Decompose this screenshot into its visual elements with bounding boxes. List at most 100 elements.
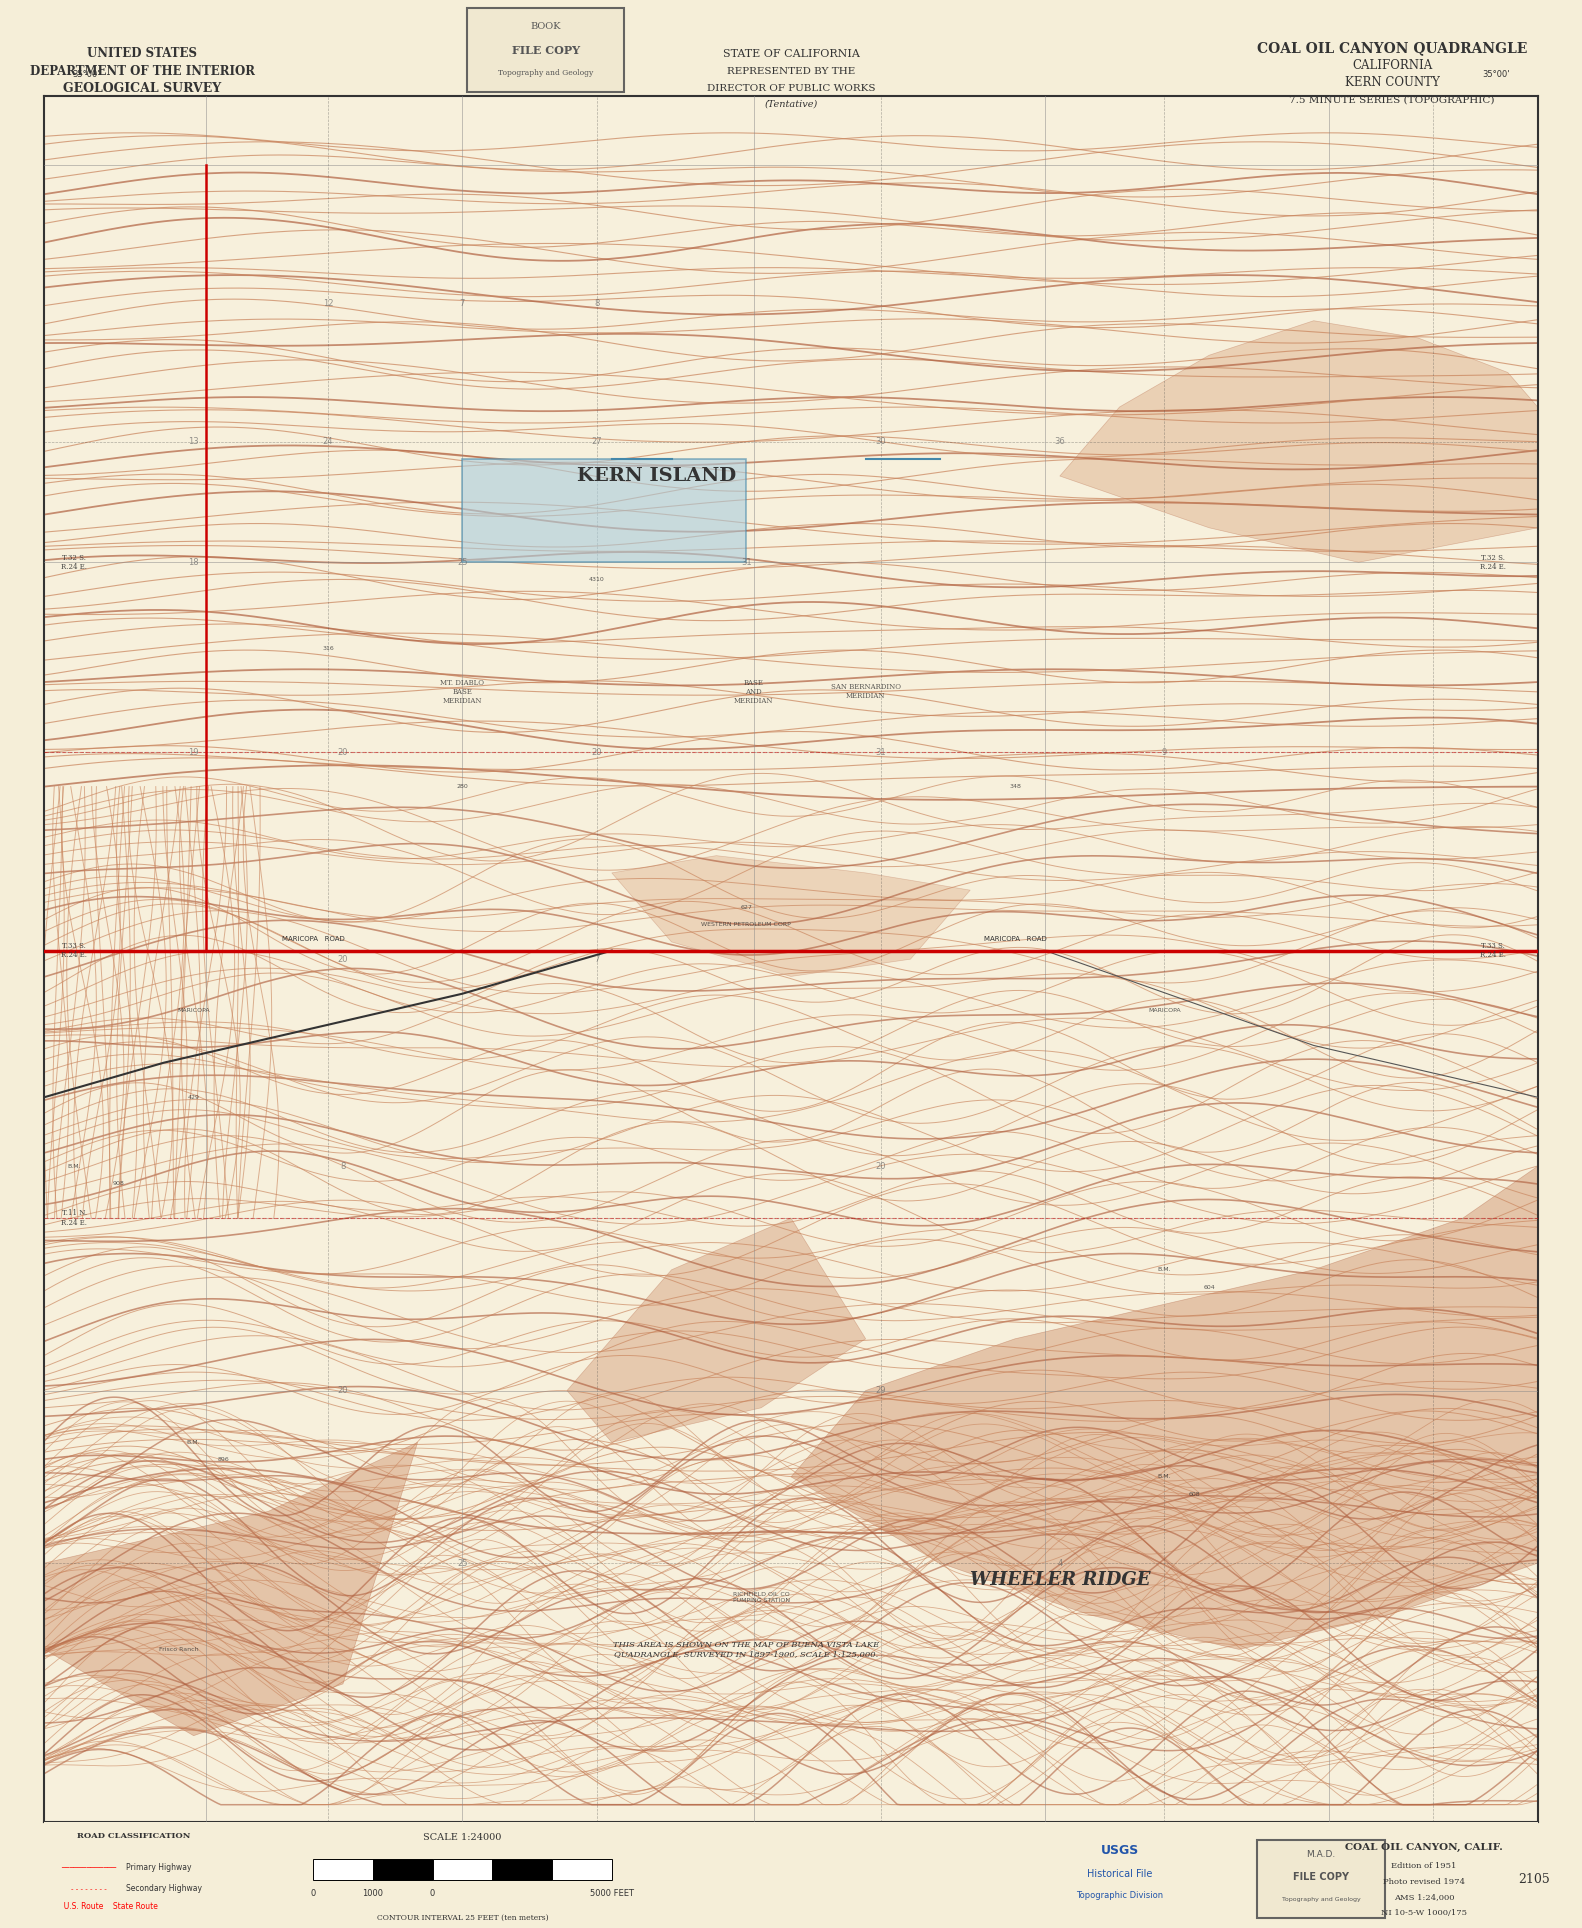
Polygon shape — [791, 1166, 1538, 1648]
Text: UNITED STATES: UNITED STATES — [87, 48, 198, 60]
Text: 8: 8 — [595, 299, 600, 308]
Text: 4: 4 — [1057, 1558, 1063, 1567]
Text: 0: 0 — [310, 1889, 316, 1899]
Text: Secondary Highway: Secondary Highway — [127, 1884, 202, 1893]
Text: 20: 20 — [592, 748, 603, 756]
Text: ROAD CLASSIFICATION: ROAD CLASSIFICATION — [78, 1832, 190, 1839]
Text: 25: 25 — [457, 557, 468, 567]
Text: REPRESENTED BY THE: REPRESENTED BY THE — [726, 67, 856, 75]
Text: T.11 N.
R.24 E.: T.11 N. R.24 E. — [62, 1209, 87, 1226]
Text: 20: 20 — [337, 748, 348, 756]
Text: CALIFORNIA: CALIFORNIA — [1353, 60, 1432, 71]
Text: 20: 20 — [337, 1386, 348, 1396]
Text: CONTOUR INTERVAL 25 FEET (ten meters): CONTOUR INTERVAL 25 FEET (ten meters) — [377, 1913, 549, 1922]
Text: SCALE 1:24000: SCALE 1:24000 — [424, 1834, 501, 1843]
Text: MARICOPA: MARICOPA — [1149, 1008, 1180, 1014]
Text: 20: 20 — [875, 1163, 886, 1170]
Text: 7: 7 — [460, 299, 465, 308]
Text: Photo revised 1974: Photo revised 1974 — [1383, 1878, 1465, 1886]
Text: ─────────────: ───────────── — [62, 1864, 117, 1870]
Text: 27: 27 — [592, 438, 603, 445]
Bar — [462, 459, 747, 563]
Text: 31: 31 — [875, 748, 886, 756]
Polygon shape — [1060, 320, 1538, 563]
Text: 7.5 MINUTE SERIES (TOPOGRAPHIC): 7.5 MINUTE SERIES (TOPOGRAPHIC) — [1289, 96, 1495, 104]
Text: 19: 19 — [188, 748, 199, 756]
Text: BOOK: BOOK — [530, 23, 562, 31]
Text: Topography and Geology: Topography and Geology — [498, 69, 593, 77]
Bar — [313, 1859, 373, 1880]
Bar — [492, 1859, 552, 1880]
Text: 627: 627 — [740, 904, 751, 910]
Text: 8: 8 — [340, 1163, 345, 1170]
Text: 34°52'30": 34°52'30" — [65, 1839, 108, 1849]
Text: MARICOPA   ROAD: MARICOPA ROAD — [282, 935, 345, 943]
Polygon shape — [612, 856, 970, 976]
Text: 0: 0 — [430, 1889, 435, 1899]
Text: COAL OIL CANYON QUADRANGLE: COAL OIL CANYON QUADRANGLE — [1258, 40, 1527, 56]
Text: 18: 18 — [188, 557, 199, 567]
Text: 24: 24 — [323, 438, 334, 445]
Text: THIS AREA IS SHOWN ON THE MAP OF BUENA VISTA LAKE
QUADRANGLE, SURVEYED IN 1897-1: THIS AREA IS SHOWN ON THE MAP OF BUENA V… — [614, 1641, 880, 1658]
Text: 9: 9 — [1161, 748, 1168, 756]
Text: GEOLOGICAL SURVEY: GEOLOGICAL SURVEY — [63, 83, 221, 94]
Text: 12: 12 — [323, 299, 334, 308]
Text: Frisco Ranch: Frisco Ranch — [158, 1647, 198, 1652]
Text: 35°00': 35°00' — [1482, 69, 1509, 79]
Text: 316: 316 — [323, 646, 334, 652]
Bar — [552, 1859, 612, 1880]
Text: 29: 29 — [875, 1386, 886, 1396]
Text: USGS: USGS — [1101, 1843, 1139, 1857]
Text: 280: 280 — [457, 785, 468, 789]
Text: 1000: 1000 — [362, 1889, 383, 1899]
Text: 30: 30 — [875, 438, 886, 445]
Bar — [432, 1859, 492, 1880]
Text: AMS 1:24,000: AMS 1:24,000 — [1394, 1893, 1454, 1901]
Text: Edition of 1951: Edition of 1951 — [1391, 1862, 1457, 1870]
Text: - - - - - - - -: - - - - - - - - — [71, 1886, 108, 1891]
Text: B.M.: B.M. — [1158, 1267, 1171, 1272]
Text: 4310: 4310 — [589, 576, 604, 582]
Text: B.M.: B.M. — [68, 1165, 81, 1168]
Text: Topographic Division: Topographic Division — [1076, 1891, 1163, 1901]
Text: B.M.: B.M. — [1158, 1475, 1171, 1479]
Text: KERN ISLAND: KERN ISLAND — [577, 467, 736, 486]
Text: 5000 FEET: 5000 FEET — [590, 1889, 634, 1899]
Text: MARICOPA   ROAD: MARICOPA ROAD — [984, 935, 1046, 943]
Text: 2105: 2105 — [1519, 1874, 1550, 1886]
Text: T.33 S.
R.24 E.: T.33 S. R.24 E. — [62, 943, 87, 958]
Text: 35°00': 35°00' — [73, 69, 100, 79]
Text: SAN BERNARDINO
MERIDIAN: SAN BERNARDINO MERIDIAN — [831, 683, 900, 700]
Text: FILE COPY: FILE COPY — [511, 44, 581, 56]
Text: 7: 7 — [595, 954, 600, 964]
Text: KERN COUNTY: KERN COUNTY — [1345, 77, 1440, 89]
Text: 20: 20 — [337, 954, 348, 964]
Text: 604: 604 — [1204, 1284, 1215, 1290]
Text: 34°52'30": 34°52'30" — [1474, 1839, 1517, 1849]
Text: 608: 608 — [1188, 1492, 1201, 1496]
Polygon shape — [44, 1442, 418, 1735]
Text: B.M.: B.M. — [187, 1440, 201, 1444]
Text: MT. DIABLO
BASE
MERIDIAN: MT. DIABLO BASE MERIDIAN — [440, 679, 484, 706]
Text: 13: 13 — [188, 438, 199, 445]
Text: (Tentative): (Tentative) — [764, 100, 818, 108]
Polygon shape — [566, 1218, 865, 1442]
Text: BASE
AND
MERIDIAN: BASE AND MERIDIAN — [734, 679, 774, 706]
Text: NI 10-5-W 1000/175: NI 10-5-W 1000/175 — [1381, 1909, 1467, 1916]
Text: 429: 429 — [188, 1095, 199, 1099]
Text: RICHFIELD OIL CO
PUMPING STATION: RICHFIELD OIL CO PUMPING STATION — [732, 1593, 789, 1602]
Text: T.32 S.
R.24 E.: T.32 S. R.24 E. — [1479, 553, 1506, 571]
Text: DIRECTOR OF PUBLIC WORKS: DIRECTOR OF PUBLIC WORKS — [707, 85, 875, 93]
Text: T.33 S.
R.24 E.: T.33 S. R.24 E. — [1479, 943, 1506, 958]
Text: 36: 36 — [1055, 438, 1065, 445]
Text: Topography and Geology: Topography and Geology — [1281, 1897, 1361, 1903]
Text: Historical File: Historical File — [1087, 1868, 1152, 1880]
Text: WHEELER RIDGE: WHEELER RIDGE — [970, 1571, 1150, 1589]
Text: FILE COPY: FILE COPY — [1292, 1872, 1349, 1882]
Text: M.A.D.: M.A.D. — [1307, 1851, 1335, 1859]
Text: U.S. Route    State Route: U.S. Route State Route — [59, 1901, 158, 1911]
Text: 348: 348 — [1009, 785, 1020, 789]
Text: 31: 31 — [740, 557, 751, 567]
Text: Primary Highway: Primary Highway — [127, 1862, 191, 1872]
Bar — [373, 1859, 432, 1880]
